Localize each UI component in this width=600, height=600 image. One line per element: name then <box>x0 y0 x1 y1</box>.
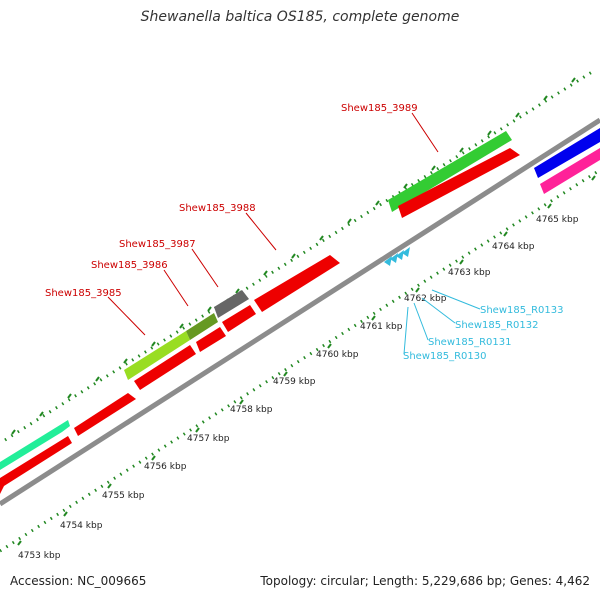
gene-3985[interactable] <box>124 331 190 380</box>
scale-label: 4753 kbp <box>18 551 61 561</box>
rna-label-leaders <box>403 289 481 355</box>
scale-label: 4765 kbp <box>536 215 579 225</box>
gene-label: Shew185_3989 <box>341 103 418 114</box>
gene-label: Shew185_3986 <box>91 260 168 271</box>
gene-3989[interactable] <box>388 131 512 212</box>
backbone <box>0 117 600 507</box>
gene-teal[interactable] <box>0 420 70 470</box>
gene-3986[interactable] <box>186 313 218 340</box>
gene-label: Shew185_3987 <box>119 239 196 250</box>
red-genes[interactable] <box>0 148 520 494</box>
rna-label: Shew185_R0132 <box>455 320 539 331</box>
rna-label: Shew185_R0130 <box>403 351 487 362</box>
scale-label: 4757 kbp <box>187 434 230 444</box>
scale-label: 4762 kbp <box>404 294 447 304</box>
scale-label: 4758 kbp <box>230 405 273 415</box>
scale-label: 4760 kbp <box>316 350 359 360</box>
gene-label-leaders <box>107 112 439 336</box>
scale-label: 4763 kbp <box>448 268 491 278</box>
gene-pink[interactable] <box>540 148 600 194</box>
gene-3987[interactable] <box>214 290 249 318</box>
rna-labels: Shew185_R0133 Shew185_R0132 Shew185_R013… <box>403 305 564 362</box>
outer-tick-track <box>4 70 593 442</box>
gene-labels: Shew185_3985 Shew185_3986 Shew185_3987 S… <box>45 103 418 299</box>
accession-label: Accession: NC_009665 <box>10 574 147 588</box>
scale-label: 4764 kbp <box>492 242 535 252</box>
map-title: Shewanella baltica OS185, complete genom… <box>140 9 460 25</box>
inner-major-ticks <box>17 175 596 546</box>
rna-genes[interactable] <box>384 247 410 266</box>
scale-label: 4754 kbp <box>60 521 103 531</box>
scale-labels: 4753 kbp 4754 kbp 4755 kbp 4756 kbp 4757… <box>18 215 579 561</box>
scale-label: 4755 kbp <box>102 491 145 501</box>
gene-label: Shew185_3988 <box>179 203 256 214</box>
scale-label: 4761 kbp <box>360 322 403 332</box>
gene-blue[interactable] <box>534 128 600 178</box>
inner-tick-track <box>0 168 600 553</box>
rna-label: Shew185_R0133 <box>480 305 564 316</box>
gene-label: Shew185_3985 <box>45 288 122 299</box>
rna-label: Shew185_R0131 <box>428 337 512 348</box>
outer-major-ticks <box>11 77 576 435</box>
genome-summary: Topology: circular; Length: 5,229,686 bp… <box>260 574 590 588</box>
scale-label: 4756 kbp <box>144 462 187 472</box>
scale-label: 4759 kbp <box>273 377 316 387</box>
